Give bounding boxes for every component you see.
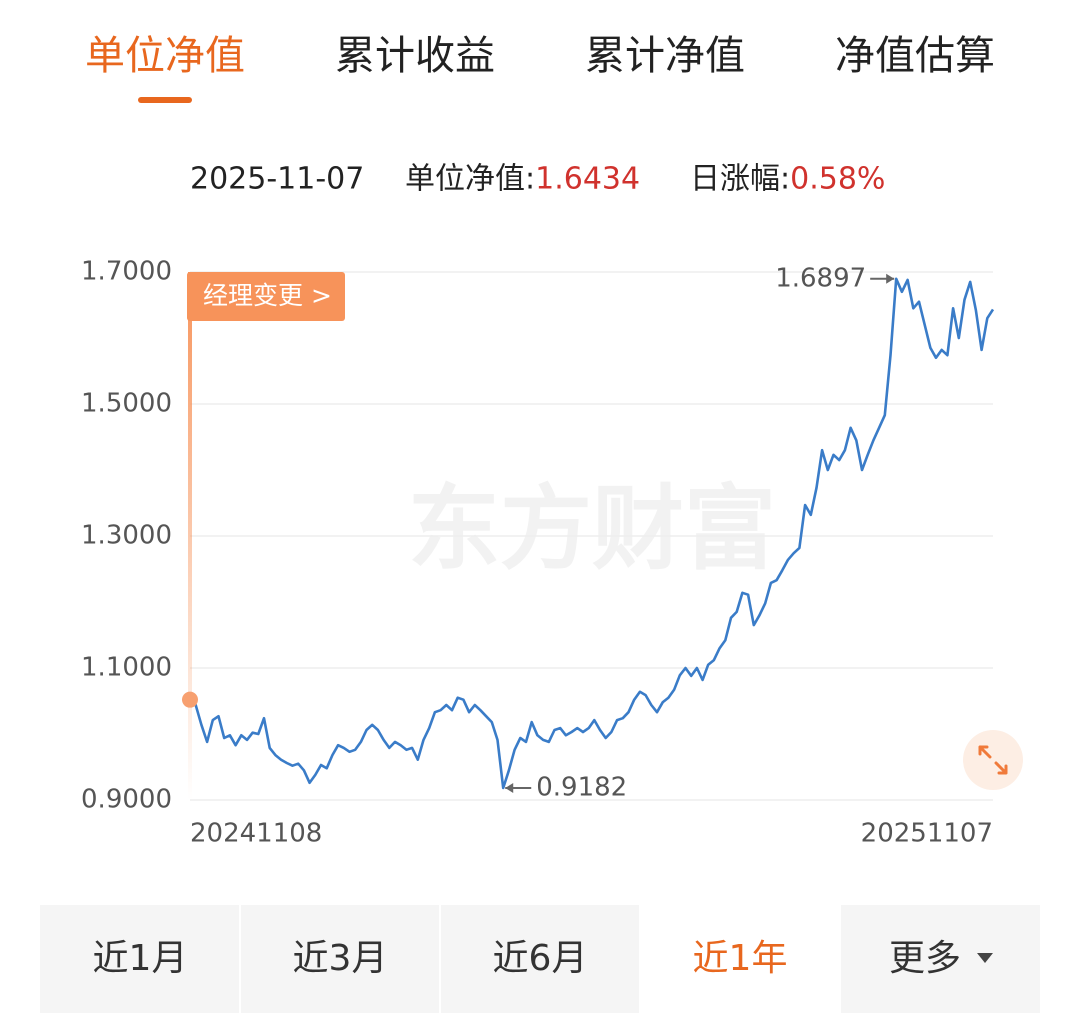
range-tab[interactable]: 近1月 [93,938,188,979]
max-label: 1.6897 [775,263,866,293]
x-tick-label: 20241108 [190,819,322,849]
y-tick-label: 1.5000 [81,389,172,419]
header-text: 日涨幅: [690,162,790,197]
tab-underline [138,97,192,103]
header-text: 2025-11-07 [190,162,364,197]
max-arrowhead [886,273,895,284]
min-label: 0.9182 [536,772,627,802]
dropdown-caret[interactable] [977,953,993,963]
tab[interactable]: 净值估算 [835,33,995,79]
expand-button[interactable] [963,730,1023,790]
range-tab[interactable]: 更多 [889,938,961,979]
range-tab-bg [640,905,840,1013]
y-tick-label: 1.3000 [81,521,172,551]
watermark: 东方财富 [408,475,776,582]
event-label[interactable]: 经理变更 > [203,281,332,310]
start-dot [182,691,198,708]
range-tab[interactable]: 近6月 [493,938,588,979]
nav-line [189,277,995,790]
y-tick-label: 1.1000 [81,653,172,683]
range-bar [40,905,1040,1013]
range-tab[interactable]: 近1年 [693,938,788,979]
range-tab[interactable]: 近3月 [293,938,388,979]
tab[interactable]: 累计收益 [335,33,495,79]
tab[interactable]: 单位净值 [85,33,245,79]
y-tick-label: 0.9000 [81,785,172,815]
event-line [188,272,192,800]
tab[interactable]: 累计净值 [585,33,745,79]
expand-icon[interactable] [978,745,1008,775]
x-tick-label: 20251107 [861,819,993,849]
header-text: 0.58% [790,162,885,197]
header-text: 1.6434 [535,162,640,197]
y-tick-label: 1.7000 [81,257,172,287]
header-text: 单位净值: [405,162,535,197]
event-badge[interactable] [187,272,345,321]
min-arrowhead [505,782,514,793]
